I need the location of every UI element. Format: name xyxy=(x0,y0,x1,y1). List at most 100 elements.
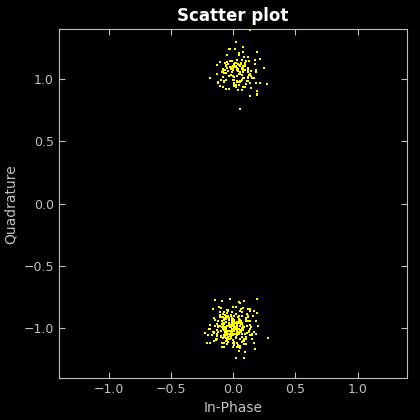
Channel 1 xyxy=(223,69,230,76)
Channel 1 xyxy=(236,315,243,322)
Channel 1 xyxy=(223,338,230,344)
Channel 1 xyxy=(236,331,242,337)
Channel 1 xyxy=(254,88,260,94)
Channel 1 xyxy=(231,324,238,331)
Channel 1 xyxy=(228,328,234,334)
Channel 1 xyxy=(237,62,244,69)
Channel 1 xyxy=(223,313,230,320)
Channel 1 xyxy=(227,333,234,339)
Channel 1 xyxy=(220,324,227,331)
Channel 1 xyxy=(239,321,246,328)
Channel 1 xyxy=(220,334,227,341)
Channel 1 xyxy=(234,78,240,84)
Channel 1 xyxy=(236,307,243,314)
Channel 1 xyxy=(220,69,227,76)
Channel 1 xyxy=(237,327,244,333)
Channel 1 xyxy=(224,52,231,58)
Channel 1 xyxy=(226,64,233,71)
Channel 1 xyxy=(233,64,239,71)
Channel 1 xyxy=(210,306,217,312)
Channel 1 xyxy=(214,71,221,77)
Channel 1 xyxy=(230,65,236,72)
Channel 1 xyxy=(226,336,233,343)
Channel 1 xyxy=(250,329,257,336)
Channel 1 xyxy=(238,313,245,320)
Channel 1 xyxy=(216,323,223,329)
Channel 1 xyxy=(225,327,232,334)
Channel 1 xyxy=(237,79,244,85)
Channel 1 xyxy=(204,340,211,346)
Channel 1 xyxy=(225,339,231,345)
Channel 1 xyxy=(219,317,226,324)
Channel 1 xyxy=(227,335,234,342)
Channel 1 xyxy=(245,73,252,80)
Channel 1 xyxy=(205,331,212,338)
Channel 1 xyxy=(221,312,228,319)
Channel 1 xyxy=(239,72,245,79)
Channel 1 xyxy=(242,317,249,324)
Channel 1 xyxy=(236,342,242,349)
Channel 1 xyxy=(242,60,249,67)
Channel 1 xyxy=(247,318,254,325)
Channel 1 xyxy=(212,317,218,323)
Channel 1 xyxy=(228,64,235,71)
Channel 1 xyxy=(233,320,239,327)
Channel 1 xyxy=(237,78,244,84)
Channel 1 xyxy=(231,83,237,90)
Channel 1 xyxy=(252,79,259,86)
Channel 1 xyxy=(219,68,226,74)
Channel 1 xyxy=(254,49,260,55)
Channel 1 xyxy=(229,73,236,79)
Channel 1 xyxy=(235,348,242,355)
Channel 1 xyxy=(233,323,240,329)
Channel 1 xyxy=(226,324,233,331)
Channel 1 xyxy=(234,342,241,349)
Channel 1 xyxy=(236,319,243,326)
Channel 1 xyxy=(220,78,227,85)
Channel 1 xyxy=(243,77,250,84)
Channel 1 xyxy=(230,315,236,322)
Channel 1 xyxy=(246,328,253,335)
Channel 1 xyxy=(226,72,233,79)
Channel 1 xyxy=(220,335,226,341)
Channel 1 xyxy=(244,313,251,320)
Channel 1 xyxy=(227,322,234,328)
Channel 1 xyxy=(233,304,239,310)
Channel 1 xyxy=(249,332,255,339)
Channel 1 xyxy=(243,333,249,340)
Channel 1 xyxy=(214,326,220,333)
Channel 1 xyxy=(241,348,248,355)
Channel 1 xyxy=(236,50,243,57)
Channel 1 xyxy=(214,62,220,69)
Channel 1 xyxy=(239,57,245,63)
Channel 1 xyxy=(227,58,234,65)
Channel 1 xyxy=(239,63,246,69)
Channel 1 xyxy=(231,63,237,70)
Channel 1 xyxy=(237,71,244,77)
Channel 1 xyxy=(223,59,230,66)
Channel 1 xyxy=(245,72,252,79)
Channel 1 xyxy=(231,61,237,68)
Channel 1 xyxy=(230,66,236,73)
Channel 1 xyxy=(239,309,246,316)
Channel 1 xyxy=(251,340,258,346)
Channel 1 xyxy=(230,76,236,83)
Channel 1 xyxy=(223,318,229,325)
Channel 1 xyxy=(228,330,235,336)
Channel 1 xyxy=(245,313,252,320)
Channel 1 xyxy=(232,334,239,341)
Channel 1 xyxy=(233,84,239,90)
Channel 1 xyxy=(239,337,246,344)
Channel 1 xyxy=(227,331,234,338)
Channel 1 xyxy=(235,78,242,85)
Channel 1 xyxy=(231,316,238,323)
Channel 1 xyxy=(216,304,223,310)
Channel 1 xyxy=(213,336,220,342)
Channel 1 xyxy=(235,325,242,332)
Channel 1 xyxy=(215,79,221,86)
Channel 1 xyxy=(228,331,234,337)
Channel 1 xyxy=(239,66,246,72)
Channel 1 xyxy=(212,323,218,329)
Channel 1 xyxy=(222,337,229,344)
Channel 1 xyxy=(251,61,258,68)
